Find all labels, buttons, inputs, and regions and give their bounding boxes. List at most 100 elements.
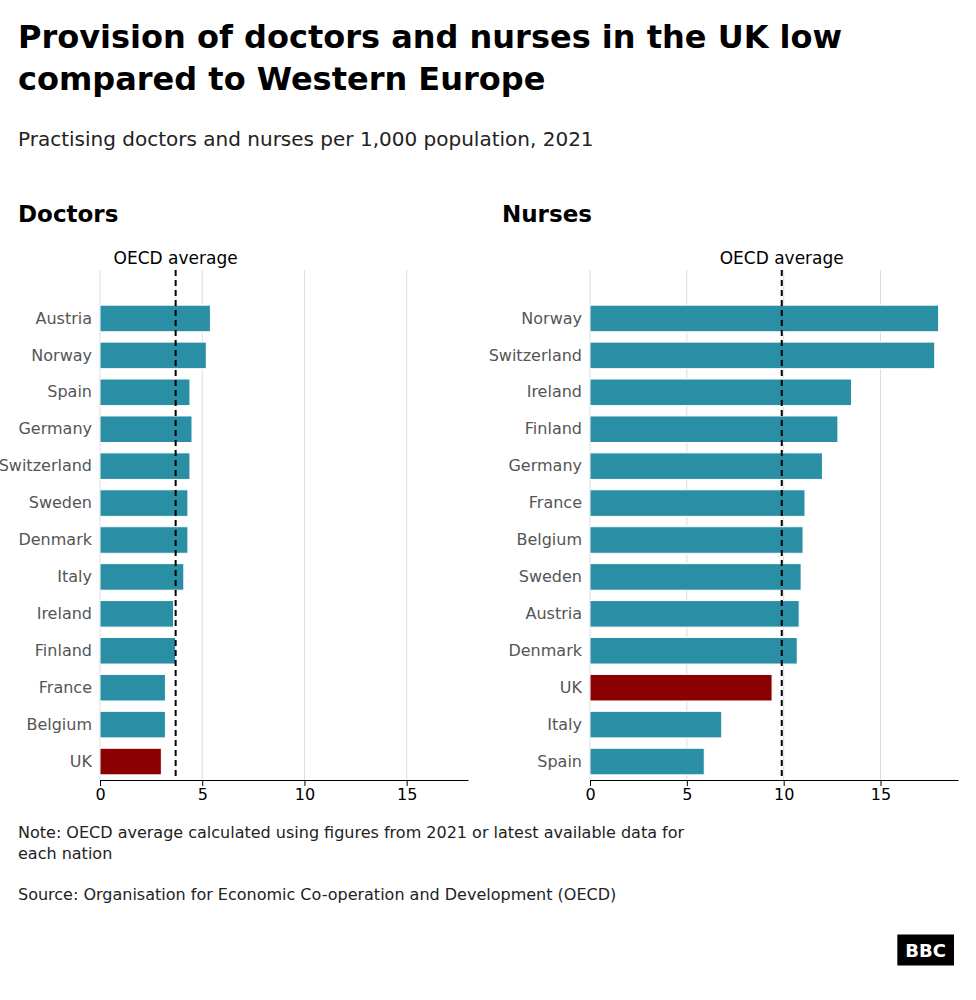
bar <box>100 342 206 369</box>
x-axis: 0 5 10 15 <box>95 780 468 804</box>
title: Provision of doctors and nurses in the U… <box>18 18 842 98</box>
x-tick-label: 5 <box>682 785 692 804</box>
bar <box>590 637 797 664</box>
y-tick-label: Germany <box>508 456 582 475</box>
bar <box>590 711 722 738</box>
title-line: compared to Western Europe <box>18 60 545 98</box>
y-tick-label: Germany <box>18 419 92 438</box>
y-tick-label: Switzerland <box>489 346 582 365</box>
y-tick-label: Italy <box>547 715 582 734</box>
x-tick-label: 10 <box>774 785 794 804</box>
plot-area <box>590 270 939 780</box>
bar <box>100 711 165 738</box>
bar <box>590 674 772 701</box>
bar <box>100 674 165 701</box>
x-tick: 5 <box>198 780 208 804</box>
panel-title: Doctors <box>18 201 118 227</box>
bar <box>590 527 803 554</box>
y-tick: Spain <box>537 752 582 771</box>
y-tick: Switzerland <box>489 346 582 365</box>
y-tick-label: Italy <box>57 567 92 586</box>
y-tick: France <box>39 678 92 697</box>
x-tick: 10 <box>774 780 794 804</box>
y-tick: Sweden <box>519 567 582 586</box>
y-tick: Spain <box>47 382 92 401</box>
chart-root: Provision of doctors and nurses in the U… <box>0 0 976 1000</box>
y-tick-label: Belgium <box>516 530 582 549</box>
bar <box>590 453 822 480</box>
annotation-label: OECD average <box>114 248 238 268</box>
note: Note: OECD average calculated using figu… <box>18 823 684 863</box>
y-tick: Sweden <box>29 493 92 512</box>
y-tick: Austria <box>525 604 582 623</box>
grid-line <box>406 270 407 780</box>
y-tick-label: Ireland <box>527 382 582 401</box>
y-tick: Italy <box>547 715 582 734</box>
note-line: Note: OECD average calculated using figu… <box>18 823 684 842</box>
title-line: Provision of doctors and nurses in the U… <box>18 18 842 56</box>
bar <box>590 490 805 517</box>
subtitle: Practising doctors and nurses per 1,000 … <box>18 127 594 151</box>
y-axis: Norway Switzerland Ireland Finland Germany Fr… <box>489 309 583 771</box>
x-tick-label: 5 <box>198 785 208 804</box>
x-tick: 10 <box>295 780 315 804</box>
y-tick: Germany <box>508 456 582 475</box>
source: Source: Organisation for Economic Co-ope… <box>18 885 616 904</box>
bar <box>590 379 851 406</box>
y-tick: Denmark <box>18 530 92 549</box>
logo-box <box>897 935 954 966</box>
bar <box>590 748 704 775</box>
panel-title: Nurses <box>502 201 592 227</box>
grid <box>100 270 407 780</box>
y-tick: Finland <box>525 419 582 438</box>
y-tick-label: Sweden <box>519 567 582 586</box>
bar <box>100 748 161 775</box>
y-tick-label: Denmark <box>508 641 582 660</box>
bar <box>100 564 184 591</box>
y-tick-label: Norway <box>521 309 582 328</box>
x-tick-label: 15 <box>397 785 417 804</box>
y-tick-label: UK <box>560 678 583 697</box>
y-tick-label: Austria <box>35 309 92 328</box>
y-tick: Norway <box>521 309 582 328</box>
y-tick-label: Switzerland <box>0 456 92 475</box>
y-tick: Switzerland <box>0 456 92 475</box>
y-tick-label: Finland <box>525 419 582 438</box>
y-tick: France <box>529 493 582 512</box>
x-tick-label: 15 <box>871 785 891 804</box>
logo: BBC <box>897 935 954 966</box>
bar <box>590 601 799 628</box>
grid-line <box>304 270 305 780</box>
y-tick: Norway <box>31 346 92 365</box>
y-tick-label: Austria <box>525 604 582 623</box>
y-tick: UK <box>70 752 93 771</box>
plot-area <box>100 270 210 780</box>
y-tick-label: France <box>529 493 582 512</box>
x-tick-label: 0 <box>585 785 595 804</box>
y-tick-label: Ireland <box>37 604 92 623</box>
y-tick-label: Finland <box>35 641 92 660</box>
bar <box>590 342 935 369</box>
y-tick: Denmark <box>508 641 582 660</box>
bar <box>590 305 939 332</box>
y-tick: Belgium <box>26 715 92 734</box>
y-tick: UK <box>560 678 583 697</box>
y-axis: Austria Norway Spain Germany Switzerland Swed… <box>0 309 93 771</box>
x-tick-label: 10 <box>295 785 315 804</box>
x-tick: 5 <box>682 780 692 804</box>
x-axis: 0 5 10 15 <box>585 780 958 804</box>
bar <box>100 637 176 664</box>
bar <box>590 416 838 443</box>
bar <box>100 601 174 628</box>
x-tick: 15 <box>871 780 891 804</box>
annotation-label: OECD average <box>720 248 844 268</box>
x-tick: 0 <box>95 780 105 804</box>
y-tick-label: UK <box>70 752 93 771</box>
x-axis-line <box>591 780 959 781</box>
y-tick: Austria <box>35 309 92 328</box>
source-line: Source: Organisation for Economic Co-ope… <box>18 885 616 904</box>
x-tick: 0 <box>585 780 595 804</box>
y-tick-label: Sweden <box>29 493 92 512</box>
y-tick-label: Spain <box>47 382 92 401</box>
reference-line <box>781 270 783 780</box>
